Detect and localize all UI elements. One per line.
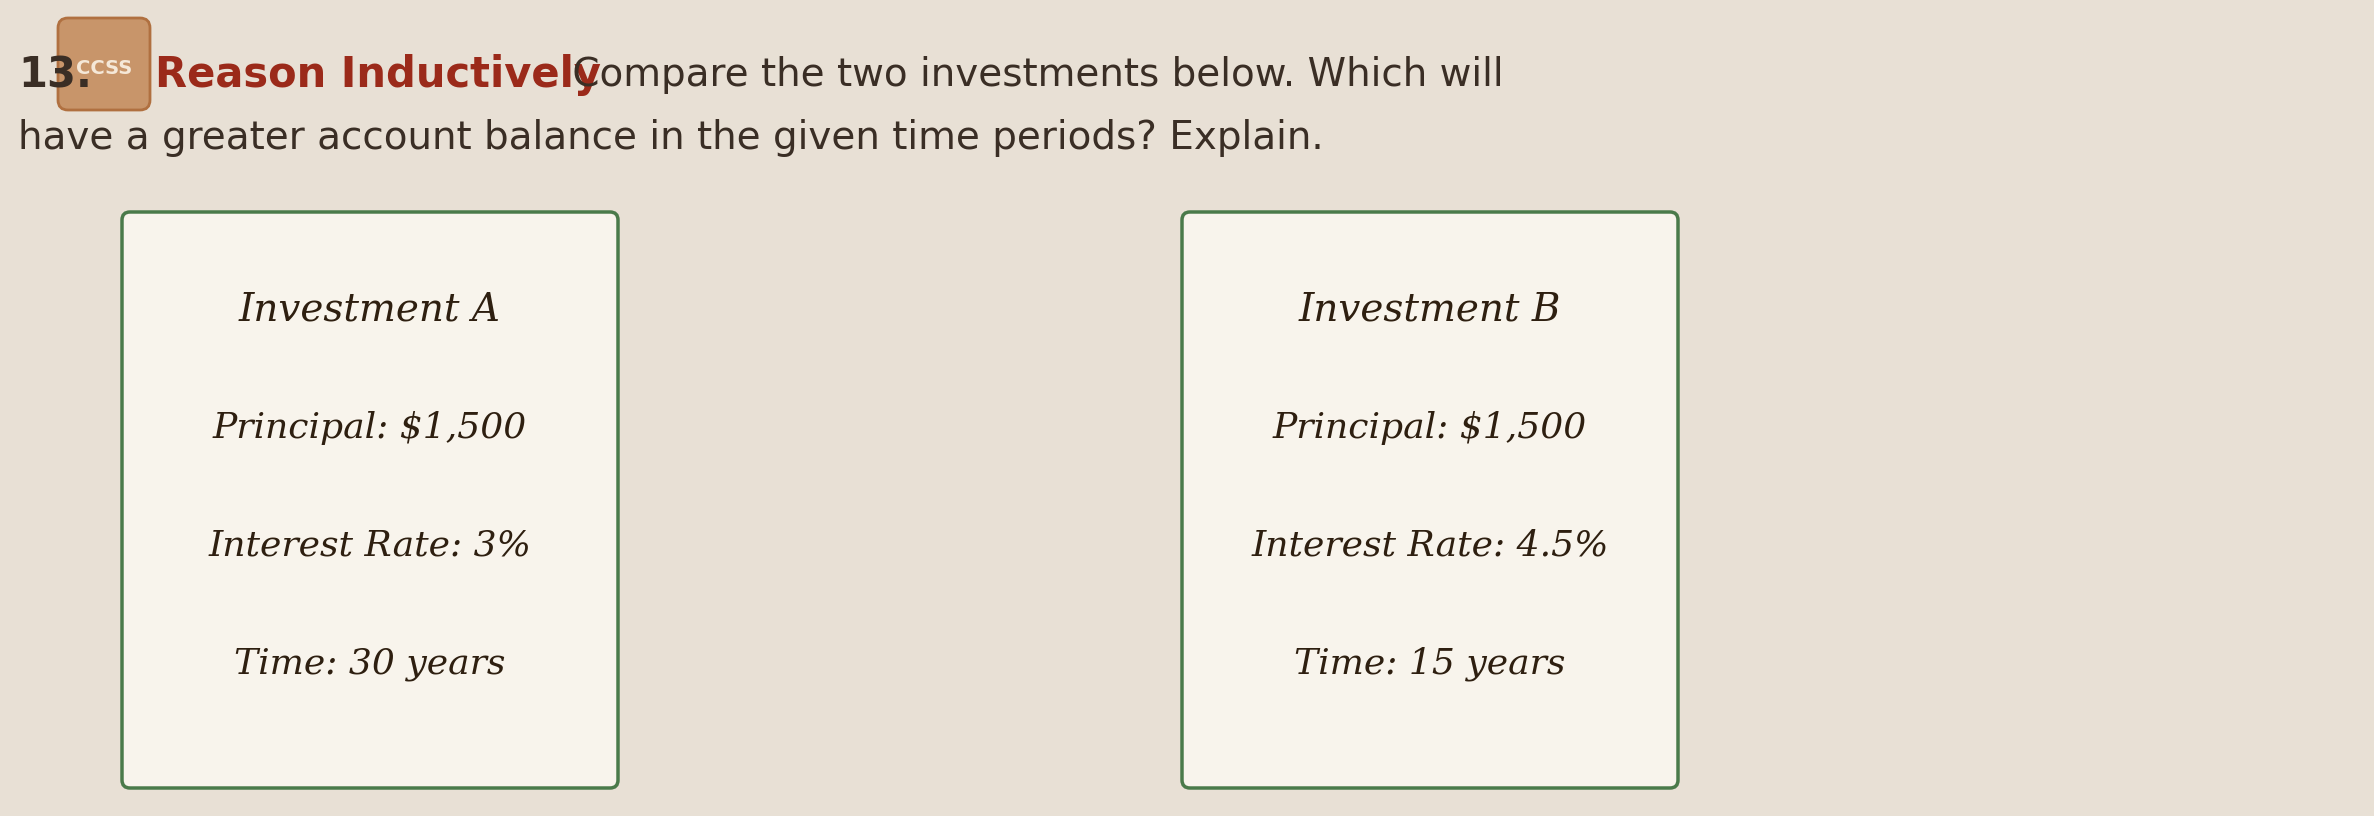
Text: 13.: 13. (19, 54, 93, 96)
Text: Principal: $1,500: Principal: $1,500 (1272, 411, 1588, 445)
Text: Investment A: Investment A (240, 291, 501, 329)
FancyBboxPatch shape (1182, 212, 1678, 788)
Text: Principal: $1,500: Principal: $1,500 (214, 411, 527, 445)
FancyBboxPatch shape (121, 212, 617, 788)
Text: Investment B: Investment B (1299, 291, 1562, 329)
Text: have a greater account balance in the given time periods? Explain.: have a greater account balance in the gi… (19, 119, 1325, 157)
Text: CCSS: CCSS (76, 59, 133, 78)
Text: Time: 15 years: Time: 15 years (1294, 647, 1567, 681)
FancyBboxPatch shape (57, 18, 150, 110)
Text: Time: 30 years: Time: 30 years (235, 647, 506, 681)
Text: Interest Rate: 4.5%: Interest Rate: 4.5% (1251, 529, 1610, 563)
Text: Interest Rate: 3%: Interest Rate: 3% (209, 529, 532, 563)
Text: Reason Inductively: Reason Inductively (154, 54, 601, 96)
Text: Compare the two investments below. Which will: Compare the two investments below. Which… (560, 56, 1503, 94)
